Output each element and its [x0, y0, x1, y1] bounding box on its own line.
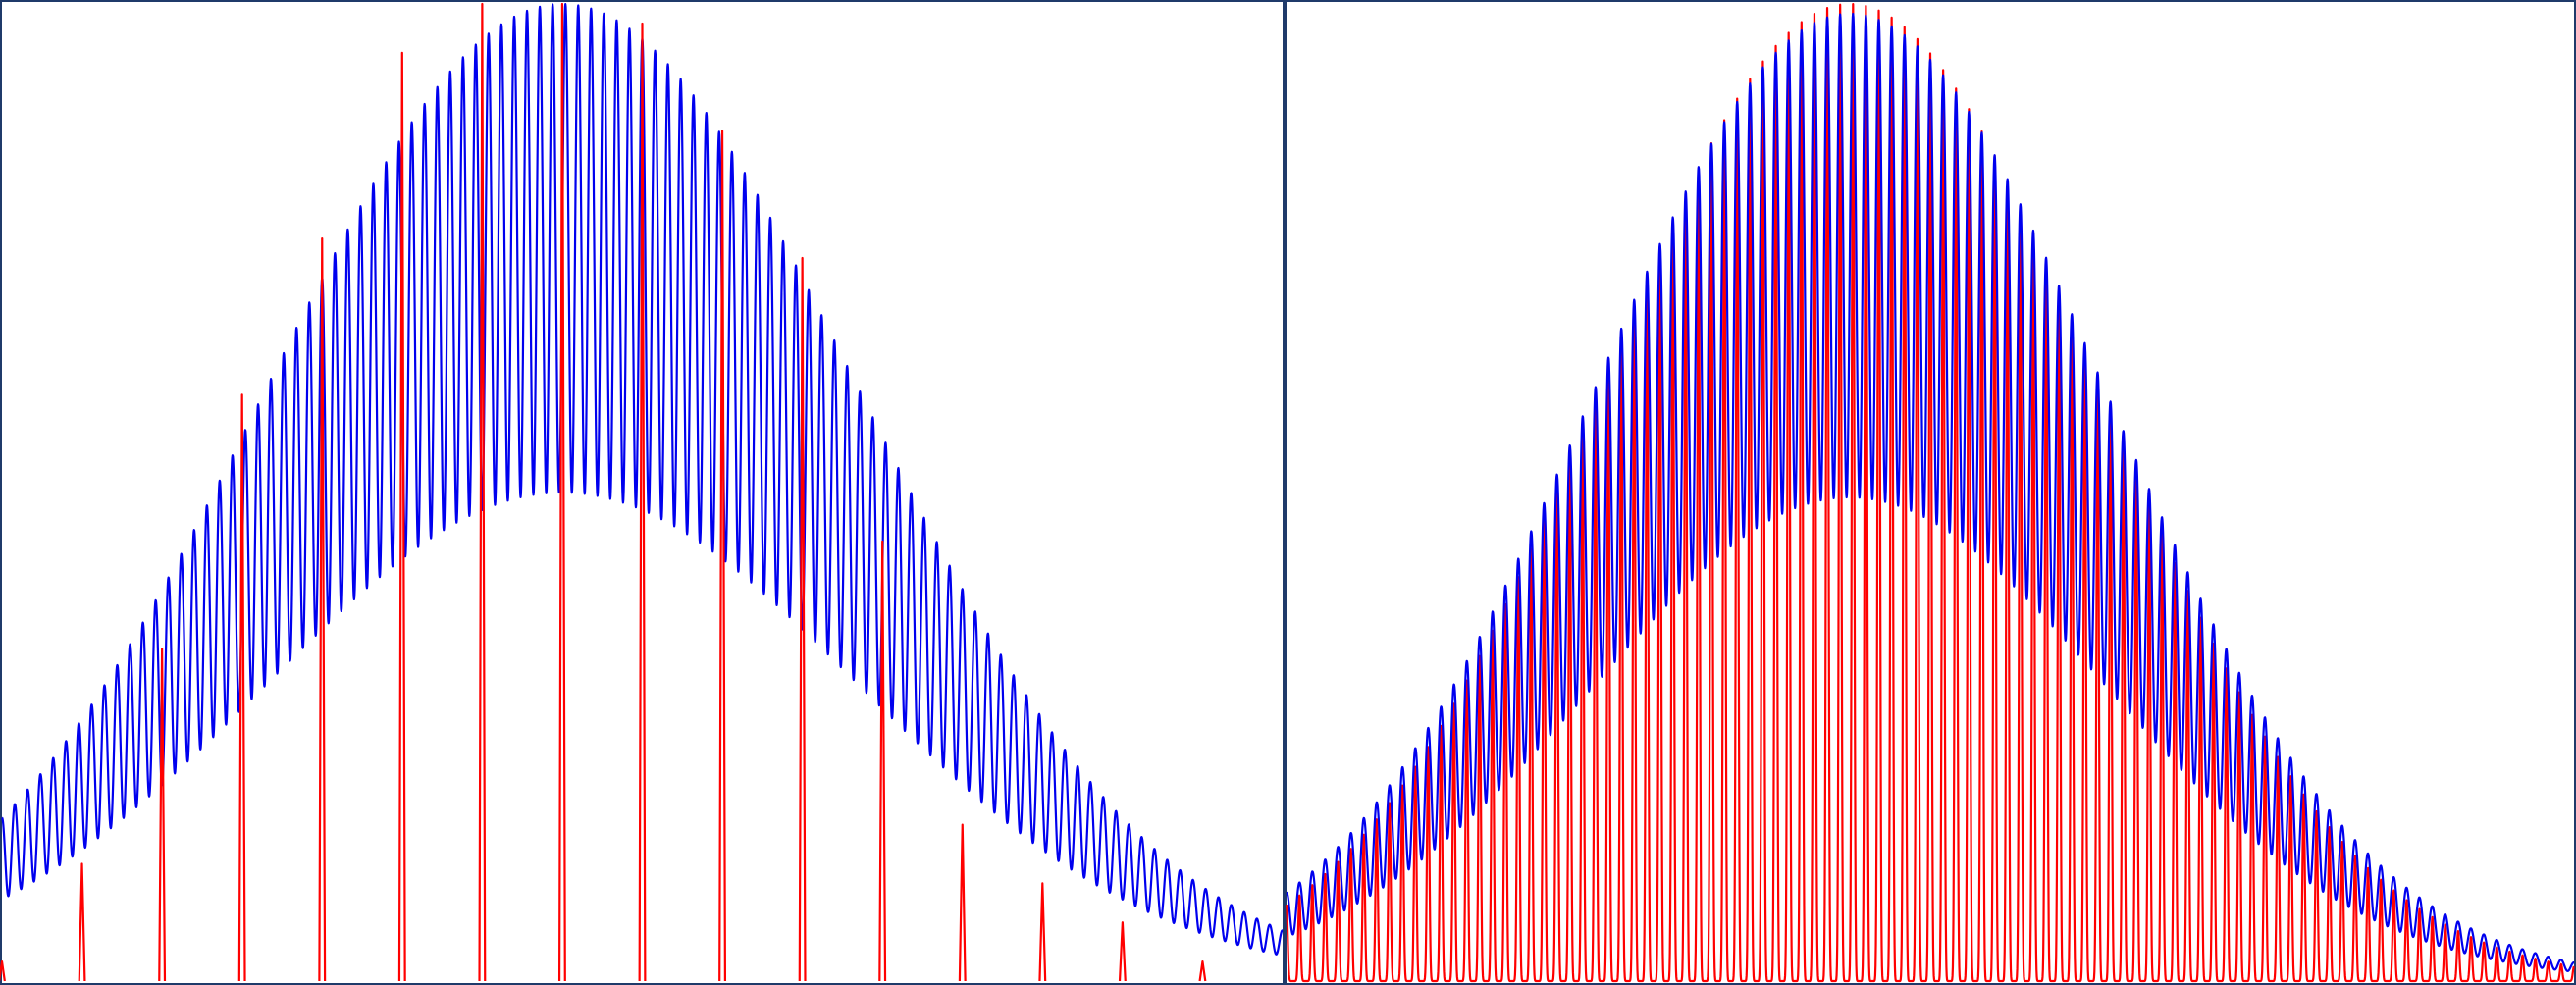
left-red-spike — [958, 823, 967, 982]
left-red-spike — [1118, 921, 1127, 982]
right-blue-series — [1286, 12, 2575, 972]
left-red-spike — [318, 236, 327, 982]
left-red-spike — [478, 2, 487, 982]
left-red-spike — [798, 256, 807, 982]
left-red-spike — [78, 862, 86, 982]
right-red-line — [1285, 2, 2575, 983]
left-chart-panel — [0, 0, 1285, 985]
left-red-series — [0, 2, 1207, 982]
left-red-spike — [1038, 882, 1047, 982]
left-chart-svg — [0, 0, 1285, 985]
right-blue-line — [1286, 12, 2575, 972]
left-red-spike — [638, 22, 647, 982]
left-red-spike — [397, 51, 406, 982]
right-chart-svg — [1285, 0, 2576, 985]
left-red-spike — [0, 959, 6, 982]
right-red-series — [1285, 2, 2575, 983]
left-red-spike — [158, 648, 167, 982]
left-red-spike — [878, 540, 887, 982]
right-chart-panel — [1285, 0, 2576, 985]
left-red-spike — [718, 130, 727, 982]
left-red-spike — [1198, 959, 1207, 982]
left-red-spike — [237, 393, 246, 982]
left-red-spike — [557, 2, 566, 982]
